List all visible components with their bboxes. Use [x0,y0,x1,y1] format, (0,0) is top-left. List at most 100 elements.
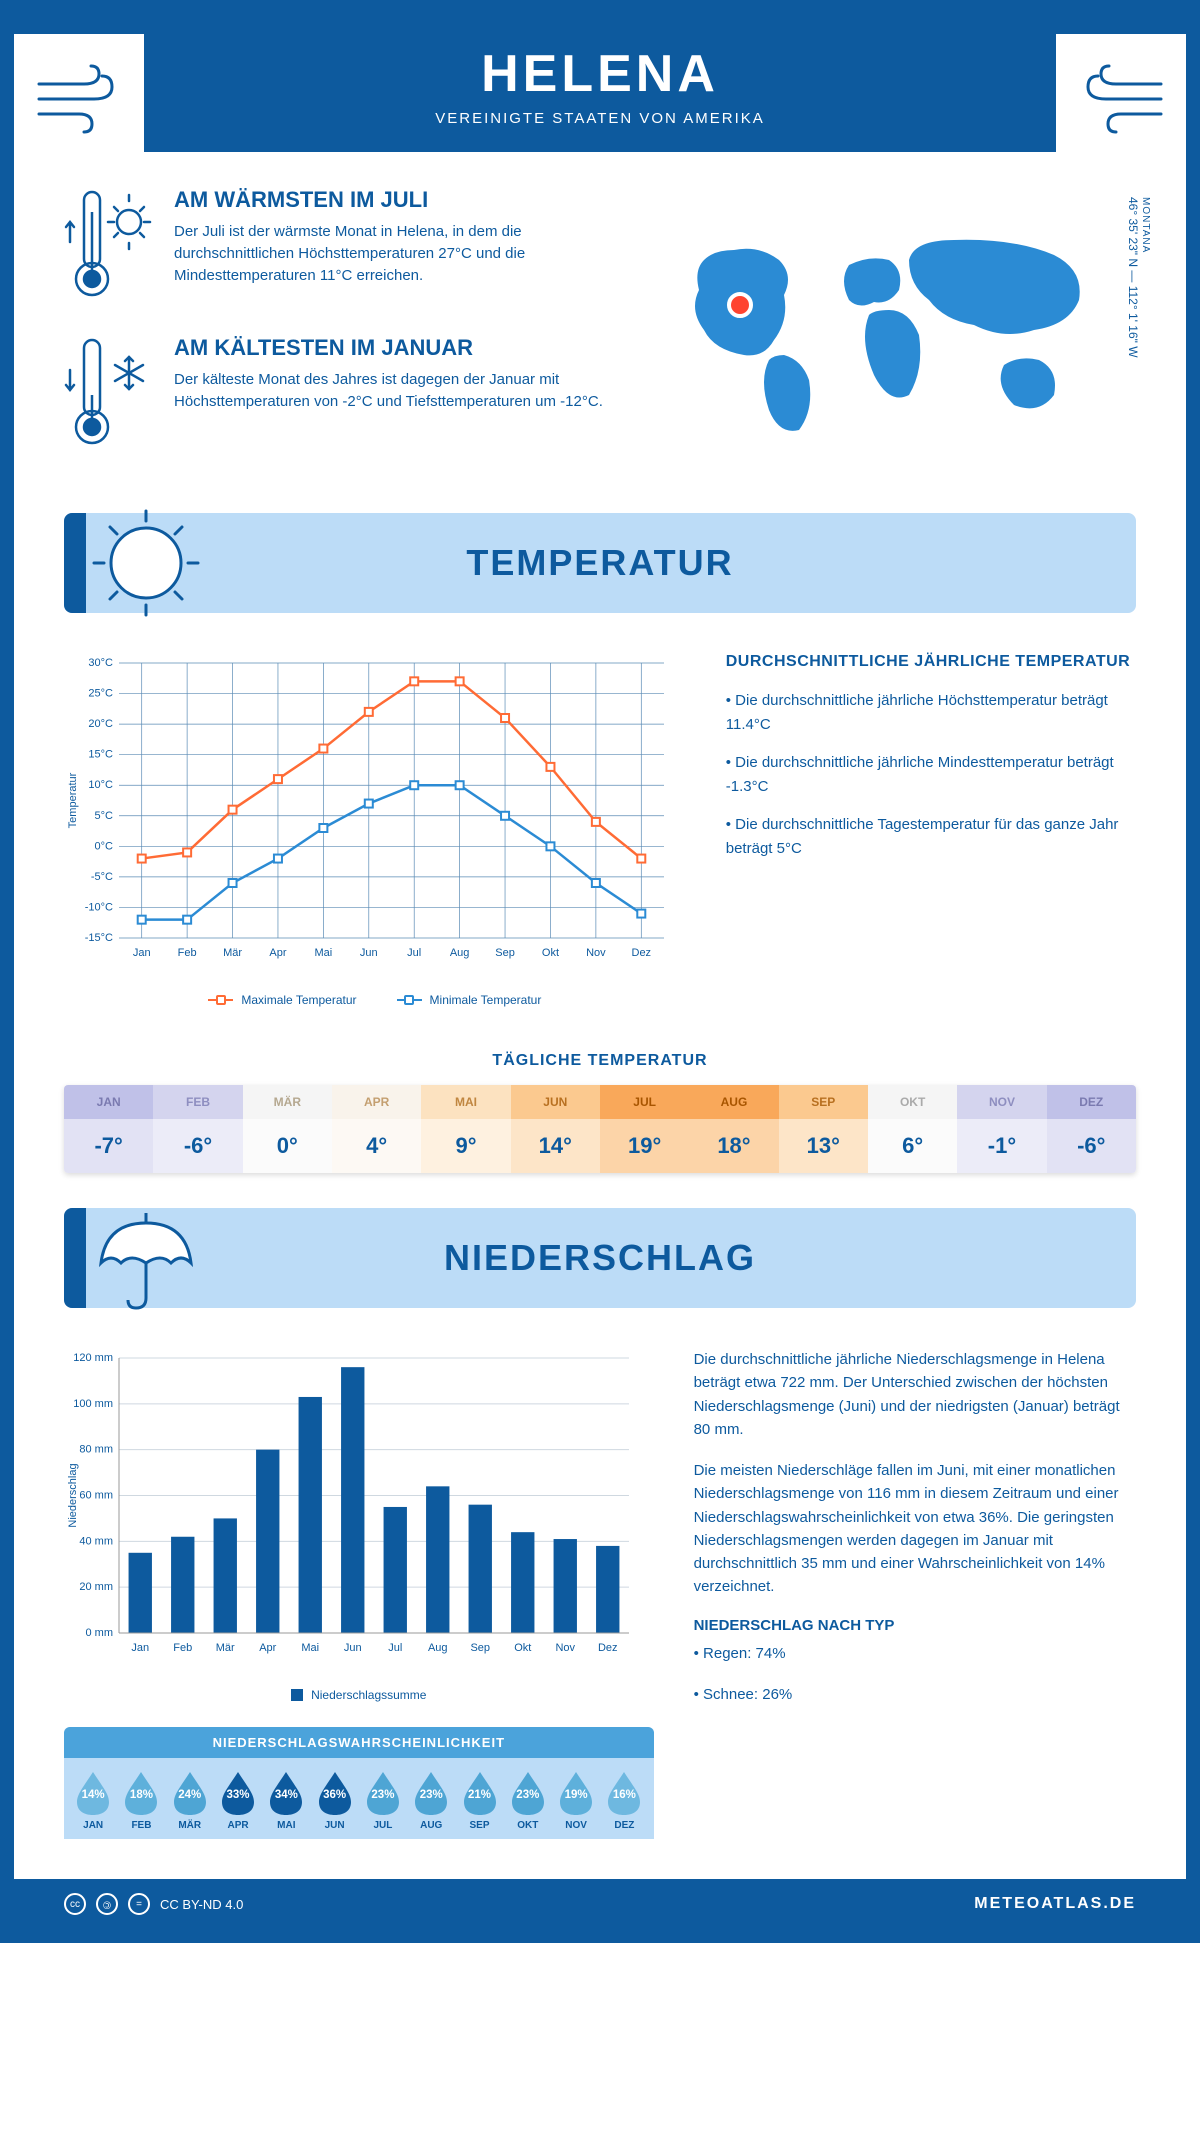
coldest-block: AM KÄLTESTEN IM JANUAR Der kälteste Mona… [64,335,621,455]
page-header: HELENA VEREINIGTE STAATEN VON AMERIKA [14,14,1186,152]
probability-panel: NIEDERSCHLAGSWAHRSCHEINLICHKEIT 14%JAN18… [64,1727,654,1839]
daily-cell: AUG18° [689,1085,778,1173]
precip-type-item: • Schnee: 26% [694,1683,1136,1706]
svg-text:Apr: Apr [259,1642,276,1654]
svg-text:80 mm: 80 mm [79,1444,113,1456]
svg-text:Jan: Jan [131,1642,149,1654]
svg-text:120 mm: 120 mm [73,1352,113,1364]
wind-icon-right [1056,34,1186,164]
prob-cell: 33%APR [214,1770,262,1831]
prob-cell: 23%OKT [504,1770,552,1831]
svg-text:Aug: Aug [428,1642,448,1654]
svg-text:40 mm: 40 mm [79,1535,113,1547]
daily-cell: FEB-6° [153,1085,242,1173]
prob-cell: 23%JUL [359,1770,407,1831]
world-map-block: MONTANA 46° 35' 23" N — 112° 1' 16" W [641,187,1136,483]
prob-cell: 19%NOV [552,1770,600,1831]
prob-cell: 16%DEZ [600,1770,648,1831]
svg-text:20 mm: 20 mm [79,1581,113,1593]
svg-text:0°C: 0°C [95,840,114,852]
city-title: HELENA [54,44,1146,104]
daily-cell: OKT6° [868,1085,957,1173]
daily-cell: JUN14° [511,1085,600,1173]
svg-text:5°C: 5°C [95,810,114,822]
wind-icon-left [14,34,144,164]
precip-bar-chart: 0 mm20 mm40 mm60 mm80 mm100 mm120 mmNied… [64,1348,644,1668]
umbrella-icon [86,1198,206,1323]
svg-text:Dez: Dez [598,1642,618,1654]
temp-description: DURCHSCHNITTLICHE JÄHRLICHE TEMPERATUR •… [726,653,1136,1007]
svg-text:100 mm: 100 mm [73,1398,113,1410]
prob-title: NIEDERSCHLAGSWAHRSCHEINLICHKEIT [64,1727,654,1758]
prob-cell: 23%AUG [407,1770,455,1831]
precip-desc-2: Die meisten Niederschläge fallen im Juni… [694,1459,1136,1599]
svg-text:Dez: Dez [632,947,652,959]
daily-cell: DEZ-6° [1047,1085,1136,1173]
prob-cell: 21%SEP [455,1770,503,1831]
coldest-text: Der kälteste Monat des Jahres ist dagege… [174,369,621,413]
svg-text:Sep: Sep [470,1642,490,1654]
svg-text:Mai: Mai [301,1642,319,1654]
svg-text:-10°C: -10°C [85,901,113,913]
temp-desc-item: • Die durchschnittliche Tagestemperatur … [726,813,1136,861]
svg-text:25°C: 25°C [88,688,113,700]
thermometer-hot-icon [64,187,154,307]
infographic-page: HELENA VEREINIGTE STAATEN VON AMERIKA AM… [0,0,1200,1943]
by-icon: 🄯 [96,1893,118,1915]
svg-text:Jul: Jul [388,1642,402,1654]
nd-icon: = [128,1893,150,1915]
intro-summary: AM WÄRMSTEN IM JULI Der Juli ist der wär… [64,187,621,483]
precip-type-item: • Regen: 74% [694,1642,1136,1665]
svg-text:20°C: 20°C [88,718,113,730]
svg-text:Niederschlag: Niederschlag [67,1463,79,1527]
prob-cell: 24%MÄR [166,1770,214,1831]
svg-text:Apr: Apr [269,947,286,959]
daily-cell: NOV-1° [957,1085,1046,1173]
warmest-block: AM WÄRMSTEN IM JULI Der Juli ist der wär… [64,187,621,307]
svg-text:Nov: Nov [555,1642,575,1654]
temp-line-chart: -15°C-10°C-5°C0°C5°C10°C15°C20°C25°C30°C… [64,653,686,1007]
svg-text:30°C: 30°C [88,657,113,669]
temp-legend: Maximale Temperatur Minimale Temperatur [64,993,686,1007]
world-map-icon [674,210,1104,460]
daily-cell: JUL19° [600,1085,689,1173]
license-block: cc 🄯 = CC BY-ND 4.0 [64,1893,243,1915]
daily-cell: SEP13° [779,1085,868,1173]
svg-text:15°C: 15°C [88,749,113,761]
warmest-title: AM WÄRMSTEN IM JULI [174,187,621,213]
precip-desc-1: Die durchschnittliche jährliche Niedersc… [694,1348,1136,1441]
svg-text:Jun: Jun [344,1642,362,1654]
precip-banner-title: NIEDERSCHLAG [444,1237,756,1279]
precip-description: Die durchschnittliche jährliche Niedersc… [694,1348,1136,1839]
svg-text:Feb: Feb [173,1642,192,1654]
coldest-title: AM KÄLTESTEN IM JANUAR [174,335,621,361]
svg-text:60 mm: 60 mm [79,1490,113,1502]
svg-text:Okt: Okt [542,947,559,959]
license-text: CC BY-ND 4.0 [160,1897,243,1912]
temp-desc-title: DURCHSCHNITTLICHE JÄHRLICHE TEMPERATUR [726,653,1136,671]
daily-cell: JAN-7° [64,1085,153,1173]
daily-cell: MAI9° [421,1085,510,1173]
svg-text:Feb: Feb [178,947,197,959]
sun-icon [86,503,206,628]
svg-text:Nov: Nov [586,947,606,959]
svg-text:Temperatur: Temperatur [67,772,79,828]
precip-left-col: 0 mm20 mm40 mm60 mm80 mm100 mm120 mmNied… [64,1348,654,1839]
coordinates-label: MONTANA 46° 35' 23" N — 112° 1' 16" W [1126,197,1151,358]
temp-desc-item: • Die durchschnittliche jährliche Höchst… [726,689,1136,737]
cc-icon: cc [64,1893,86,1915]
svg-text:Jun: Jun [360,947,378,959]
svg-text:Okt: Okt [514,1642,531,1654]
country-subtitle: VEREINIGTE STAATEN VON AMERIKA [54,110,1146,127]
prob-cell: 18%FEB [117,1770,165,1831]
precip-type-title: NIEDERSCHLAG NACH TYP [694,1617,1136,1634]
temp-desc-item: • Die durchschnittliche jährliche Mindes… [726,751,1136,799]
svg-text:Mär: Mär [216,1642,235,1654]
svg-text:Sep: Sep [495,947,515,959]
thermometer-cold-icon [64,335,154,455]
temp-banner: TEMPERATUR [64,513,1136,613]
warmest-text: Der Juli ist der wärmste Monat in Helena… [174,221,621,286]
prob-cell: 36%JUN [310,1770,358,1831]
temp-banner-title: TEMPERATUR [466,542,733,584]
precip-content: 0 mm20 mm40 mm60 mm80 mm100 mm120 mmNied… [14,1308,1186,1879]
